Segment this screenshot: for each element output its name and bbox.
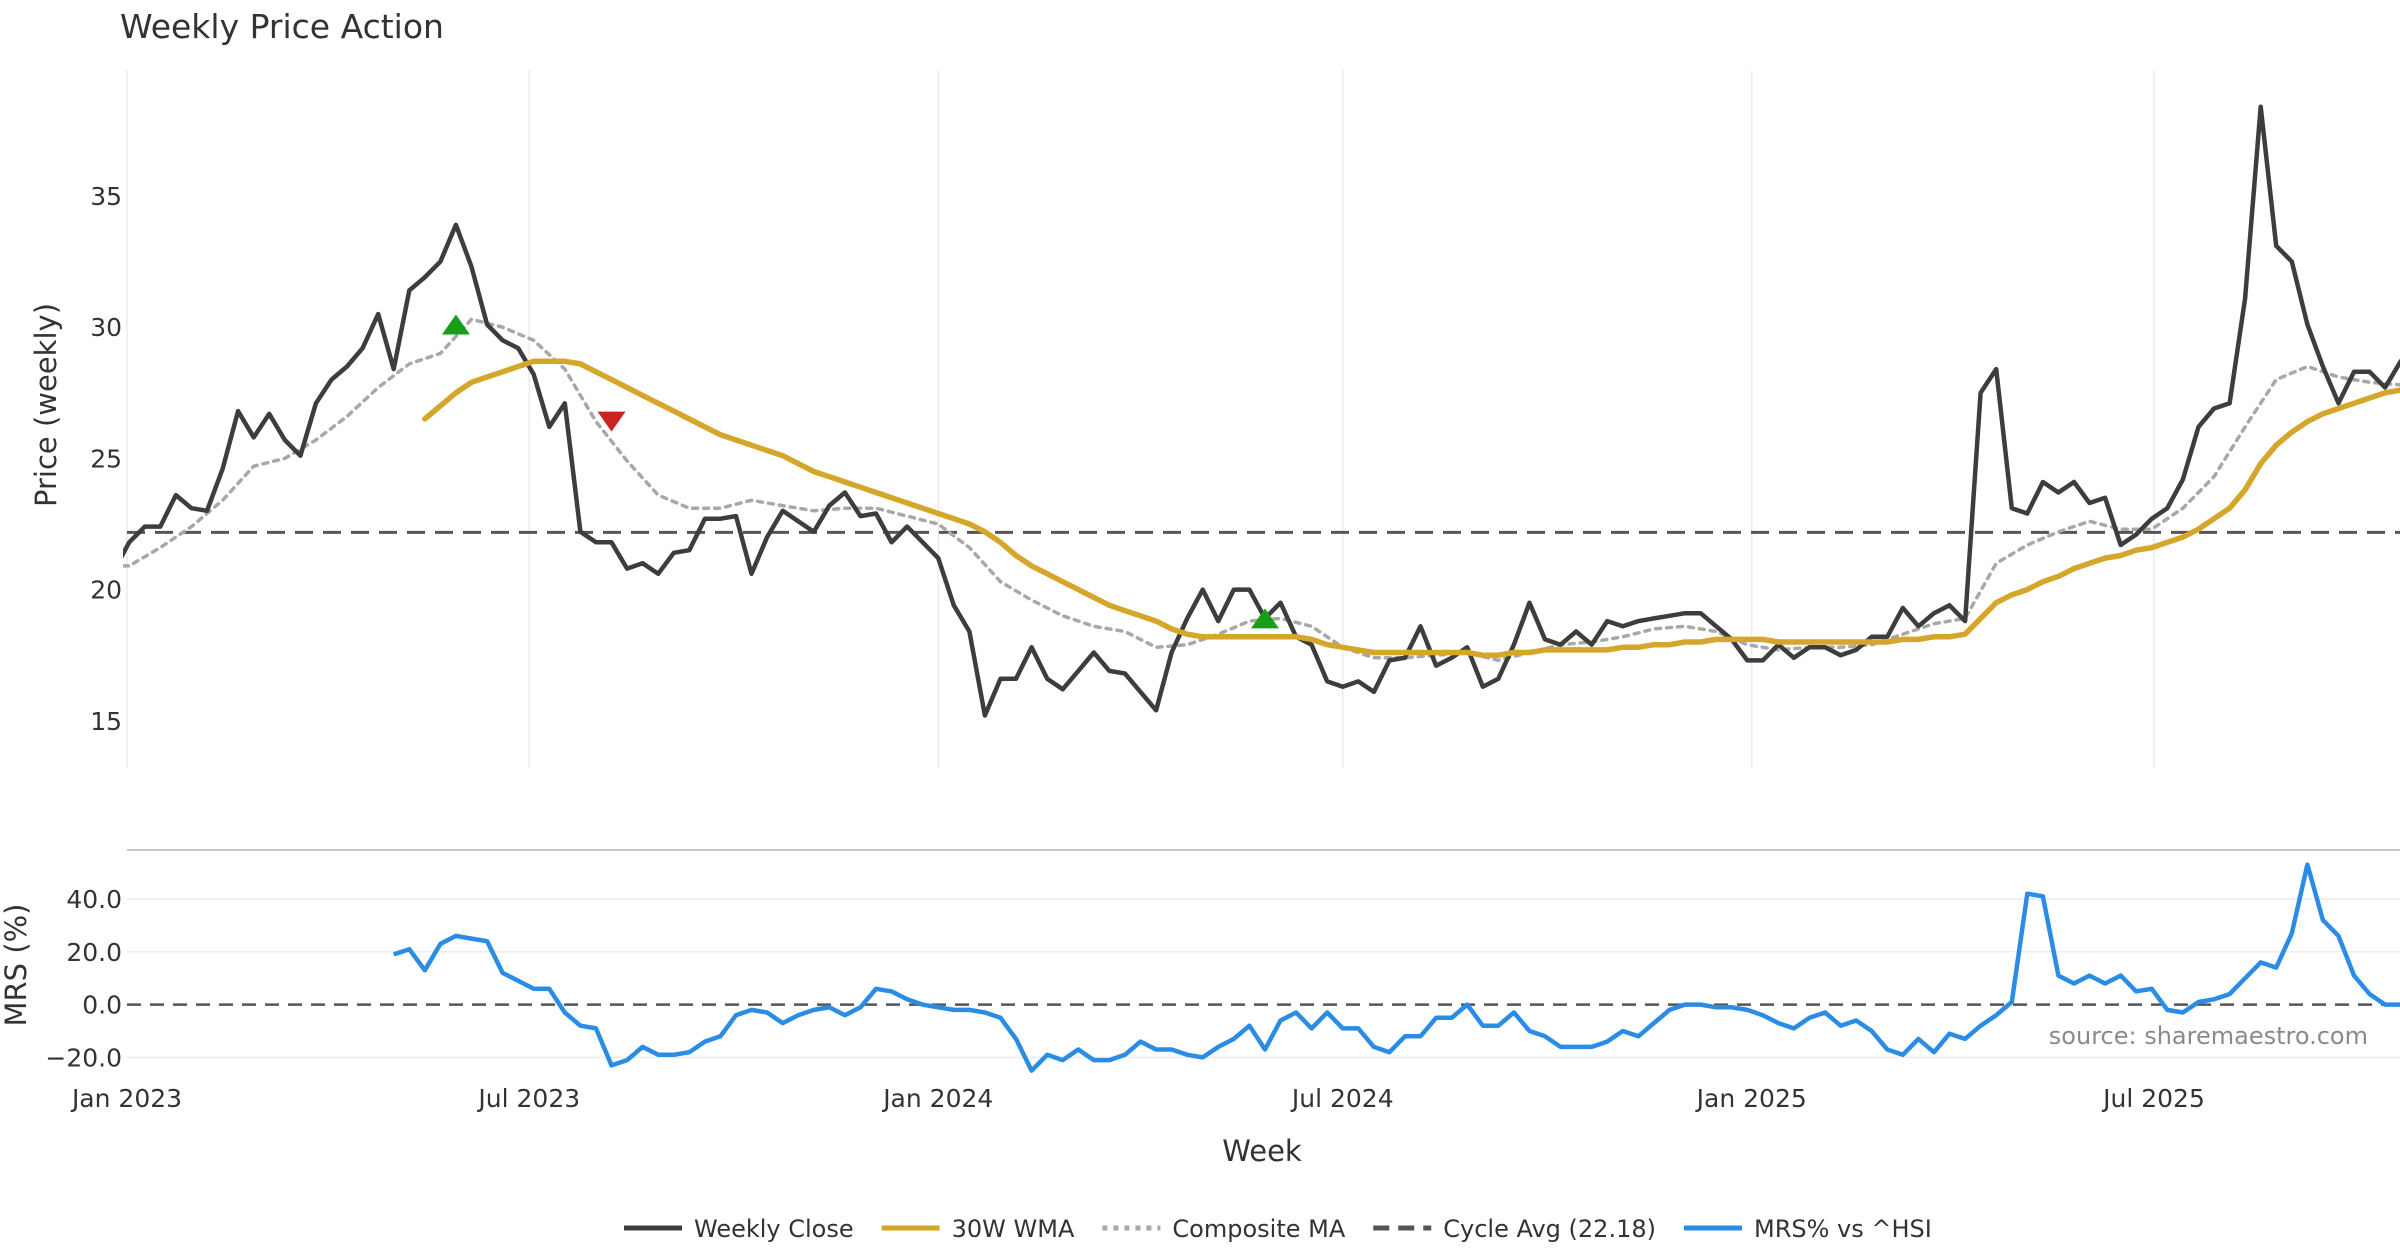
legend-label: Composite MA: [1172, 1215, 1345, 1243]
x-tick-label: Jul 2025: [2101, 1084, 2205, 1113]
legend-label: 30W WMA: [952, 1215, 1075, 1243]
x-tick-label: Jan 2023: [70, 1084, 182, 1113]
source-note: source: sharemaestro.com: [2049, 1022, 2368, 1050]
price-y-tick-label: 30: [90, 313, 122, 342]
price-y-axis-label: Price (weekly): [29, 303, 63, 507]
buy-signal-marker: [1250, 608, 1279, 629]
price-y-tick-label: 25: [90, 444, 122, 473]
mrs-panel: 40.0 20.0 0.0 −20.0: [45, 849, 2400, 1073]
x-tick-label: Jul 2023: [476, 1084, 580, 1113]
buy-signal-marker: [441, 314, 470, 335]
chart-legend: Weekly Close 30W WMA Composite MA Cycle Avg…: [624, 1215, 1932, 1243]
mrs-y-tick-label: 40.0: [66, 885, 122, 914]
x-tick-label: Jan 2025: [1695, 1084, 1807, 1113]
wma-30w-series: [422, 358, 2400, 658]
mrs-series: [392, 862, 2400, 1073]
x-tick-label: Jul 2024: [1290, 1084, 1394, 1113]
mrs-y-tick-label: −20.0: [45, 1043, 122, 1072]
legend-label: Weekly Close: [694, 1215, 854, 1243]
x-tick-label: Jan 2024: [881, 1084, 993, 1113]
sell-signal-marker: [597, 411, 626, 432]
chart-title: Weekly Price Action: [120, 7, 444, 46]
price-y-tick-label: 20: [90, 576, 122, 605]
price-y-tick-label: 35: [90, 182, 122, 211]
legend-label: MRS% vs ^HSI: [1754, 1215, 1932, 1243]
price-y-tick-label: 15: [90, 707, 122, 736]
price-panel: 15 20 25 30 35: [90, 70, 2400, 768]
x-axis-ticks: Jan 2023 Jul 2023 Jan 2024 Jul 2024 Jan 2025…: [70, 1084, 2205, 1113]
mrs-y-tick-label: 0.0: [82, 991, 122, 1020]
weekly-close-series: [123, 104, 2400, 718]
legend-label: Cycle Avg (22.18): [1443, 1215, 1656, 1243]
x-axis-label: Week: [1222, 1134, 1302, 1168]
mrs-y-axis-label: MRS (%): [0, 904, 33, 1027]
mrs-y-tick-label: 20.0: [66, 938, 122, 967]
